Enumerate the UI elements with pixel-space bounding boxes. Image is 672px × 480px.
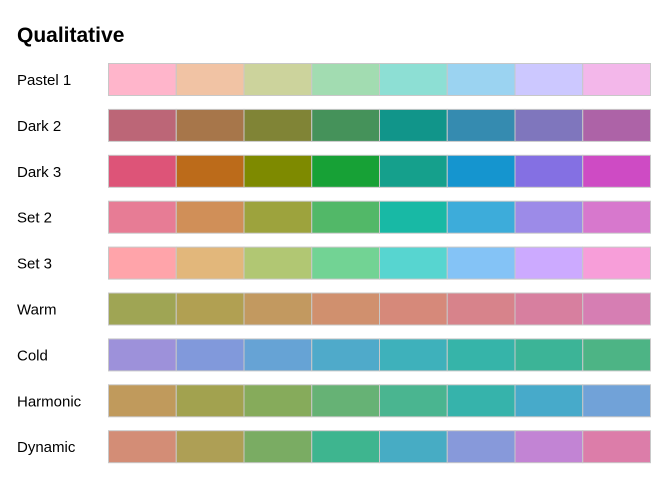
color-swatch [311, 384, 380, 418]
palette-label: Set 2 [17, 210, 52, 227]
color-swatch [446, 338, 516, 372]
color-swatch [175, 430, 245, 464]
color-swatch [514, 384, 584, 418]
color-swatch [243, 200, 313, 234]
color-swatch [379, 200, 448, 234]
color-swatch [311, 430, 380, 464]
color-swatch [514, 200, 584, 234]
color-swatch [175, 154, 245, 188]
color-swatch [379, 384, 448, 418]
palette-rows: Pastel 1 Dark 2 Dark 3 Set 2 Set 3 Warm Cold Ha… [17, 63, 651, 464]
color-swatch [243, 108, 313, 142]
color-swatch [582, 200, 651, 234]
color-swatch [379, 246, 448, 280]
color-swatch [108, 200, 177, 234]
chart-title: Qualitative [17, 24, 124, 47]
palette-label: Dynamic [17, 439, 76, 456]
color-swatch [446, 430, 516, 464]
color-swatch [243, 63, 313, 96]
color-swatch [311, 108, 380, 142]
color-swatch [311, 154, 380, 188]
color-swatch [582, 338, 651, 372]
palette-label: Dark 3 [17, 164, 61, 181]
color-swatch [582, 292, 651, 326]
color-swatch [175, 63, 245, 96]
palette-label: Harmonic [17, 393, 82, 410]
color-swatch [108, 292, 177, 326]
color-swatch [243, 246, 313, 280]
color-swatch [446, 246, 516, 280]
color-swatch [514, 338, 584, 372]
color-swatch [243, 430, 313, 464]
color-swatch [582, 108, 651, 142]
color-swatch [175, 384, 245, 418]
palette-row: Harmonic [17, 384, 651, 418]
color-swatch [582, 154, 651, 188]
color-swatch [108, 384, 177, 418]
color-swatch [446, 108, 516, 142]
color-swatch [311, 200, 380, 234]
palette-label: Pastel 1 [17, 72, 71, 89]
color-swatch [514, 154, 584, 188]
color-swatch [514, 108, 584, 142]
color-swatch [311, 292, 380, 326]
color-swatch [514, 63, 584, 96]
color-swatch [582, 384, 651, 418]
color-swatch [108, 430, 177, 464]
color-swatch [446, 292, 516, 326]
color-swatch [379, 338, 448, 372]
color-swatch [582, 430, 651, 464]
color-swatch [514, 292, 584, 326]
color-swatch [108, 108, 177, 142]
color-swatch [311, 246, 380, 280]
color-swatch [446, 200, 516, 234]
color-swatch [243, 338, 313, 372]
color-swatch [446, 154, 516, 188]
palette-row: Pastel 1 [17, 63, 651, 96]
color-swatch [446, 384, 516, 418]
color-swatch [175, 246, 245, 280]
palette-row: Cold [17, 338, 651, 372]
color-swatch [243, 154, 313, 188]
color-swatch [379, 292, 448, 326]
color-swatch [243, 292, 313, 326]
palette-label: Dark 2 [17, 118, 61, 135]
color-swatch [108, 63, 177, 96]
color-swatch [379, 430, 448, 464]
color-swatch [582, 246, 651, 280]
color-swatch [311, 63, 380, 96]
palette-row: Set 2 [17, 200, 651, 234]
color-swatch [175, 108, 245, 142]
color-swatch [311, 338, 380, 372]
color-swatch [175, 338, 245, 372]
color-swatch [108, 246, 177, 280]
color-swatch [582, 63, 651, 96]
color-swatch [108, 154, 177, 188]
color-swatch [514, 246, 584, 280]
palette-row: Set 3 [17, 246, 651, 280]
color-swatch [446, 63, 516, 96]
palette-label: Set 3 [17, 256, 52, 273]
palette-row: Dynamic [17, 430, 651, 464]
palette-row: Dark 2 [17, 108, 651, 142]
color-swatch [243, 384, 313, 418]
palette-row: Warm [17, 292, 651, 326]
palette-label: Warm [17, 302, 56, 319]
color-swatch [175, 200, 245, 234]
color-swatch [108, 338, 177, 372]
color-swatch [379, 63, 448, 96]
color-swatch [175, 292, 245, 326]
palette-label: Cold [17, 347, 48, 364]
color-swatch [379, 154, 448, 188]
color-swatch [514, 430, 584, 464]
palette-row: Dark 3 [17, 154, 651, 188]
color-swatch [379, 108, 448, 142]
